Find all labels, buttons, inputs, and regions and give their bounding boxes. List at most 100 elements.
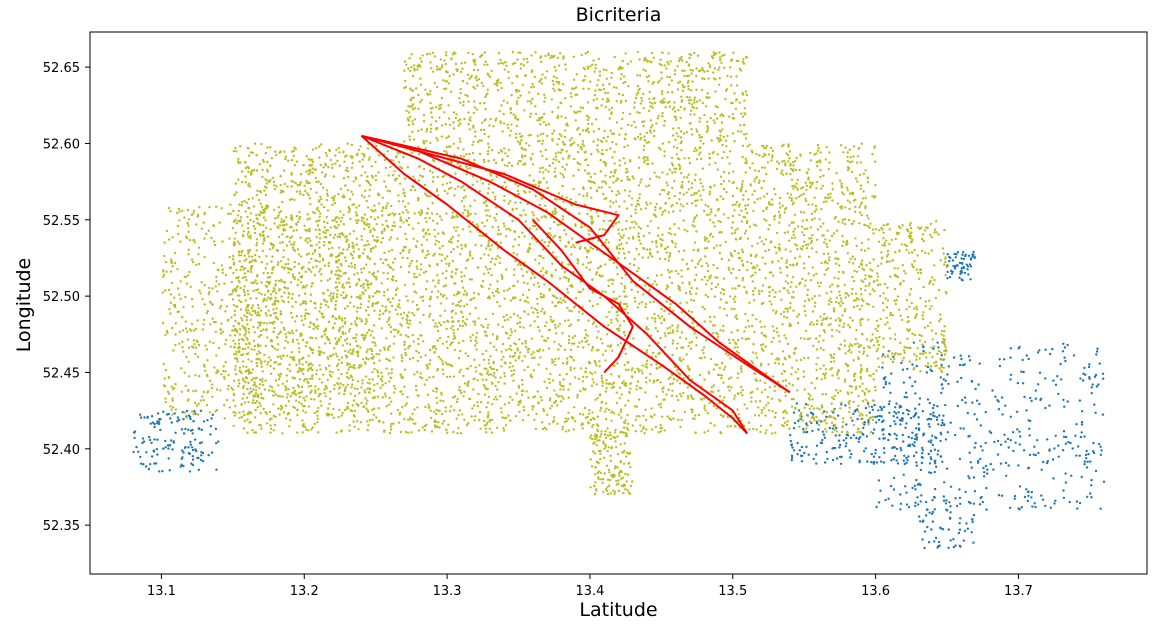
node-point — [587, 179, 590, 183]
node-point — [975, 418, 979, 421]
node-point — [385, 367, 388, 370]
node-point — [335, 220, 338, 224]
node-point — [574, 224, 577, 227]
node-point — [1071, 447, 1074, 450]
node-point — [827, 324, 830, 327]
node-point — [304, 286, 307, 289]
node-point — [583, 246, 587, 250]
node-point — [831, 283, 834, 286]
node-point — [663, 150, 666, 153]
node-point — [512, 273, 516, 276]
node-point — [637, 232, 640, 235]
node-point — [709, 357, 713, 361]
node-point — [655, 175, 658, 178]
node-point — [524, 148, 527, 152]
node-point — [268, 180, 271, 184]
node-point — [1077, 445, 1080, 448]
node-point — [509, 229, 512, 232]
node-point — [664, 346, 667, 349]
node-point — [905, 422, 908, 425]
node-point — [436, 325, 439, 328]
node-point — [342, 177, 346, 180]
node-point — [856, 155, 860, 158]
node-point — [911, 384, 914, 388]
node-point — [737, 372, 740, 375]
node-point — [509, 299, 512, 302]
node-point — [563, 143, 566, 146]
node-point — [478, 234, 482, 237]
node-point — [461, 413, 464, 416]
node-point — [941, 387, 944, 390]
node-point — [695, 214, 698, 217]
node-point — [454, 312, 458, 315]
node-point — [899, 446, 902, 450]
node-point — [713, 184, 716, 187]
node-point — [623, 287, 627, 290]
node-point — [870, 460, 873, 464]
node-point — [743, 286, 746, 289]
node-point — [364, 322, 367, 325]
node-point — [585, 194, 589, 198]
node-point — [538, 329, 541, 332]
node-point — [338, 317, 341, 320]
node-point — [690, 194, 693, 197]
node-point — [705, 262, 708, 265]
node-point — [409, 262, 412, 265]
node-point — [331, 219, 334, 222]
node-point — [335, 293, 339, 296]
node-point — [458, 324, 462, 327]
node-point — [778, 196, 782, 200]
node-point — [364, 397, 367, 400]
node-point — [566, 306, 569, 309]
node-point — [858, 414, 861, 417]
node-point — [827, 415, 831, 419]
node-point — [843, 218, 847, 221]
node-point — [786, 342, 790, 346]
node-point — [1090, 496, 1093, 499]
node-point — [1078, 501, 1082, 505]
node-point — [783, 356, 786, 360]
node-point — [413, 272, 416, 276]
node-point — [873, 290, 876, 293]
node-point — [1062, 496, 1066, 500]
node-point — [805, 218, 808, 222]
node-point — [408, 358, 412, 361]
node-point — [528, 243, 532, 246]
node-point — [616, 177, 619, 180]
node-point — [759, 379, 762, 382]
node-point — [545, 321, 548, 324]
node-point — [1017, 347, 1020, 350]
node-point — [933, 448, 937, 451]
node-point — [716, 267, 719, 270]
node-point — [811, 203, 814, 206]
node-point — [673, 194, 676, 198]
node-point — [798, 449, 801, 452]
node-point — [955, 253, 958, 256]
node-point — [1034, 453, 1037, 457]
node-point — [304, 239, 307, 242]
node-point — [797, 419, 800, 423]
node-point — [389, 376, 392, 379]
node-point — [968, 359, 972, 362]
node-point — [762, 334, 765, 337]
node-point — [815, 415, 818, 419]
node-point — [444, 277, 448, 280]
node-point — [786, 192, 789, 195]
node-point — [657, 403, 660, 406]
node-point — [635, 222, 638, 225]
node-point — [242, 427, 246, 430]
node-point — [940, 354, 943, 357]
node-point — [789, 433, 792, 437]
node-point — [407, 335, 410, 339]
node-point — [399, 430, 403, 434]
node-point — [829, 317, 832, 320]
node-point — [625, 384, 628, 387]
node-point — [800, 411, 803, 415]
node-point — [486, 326, 489, 329]
node-point — [712, 384, 716, 387]
node-point — [559, 297, 562, 300]
node-point — [306, 213, 309, 216]
node-point — [877, 409, 880, 412]
node-point — [521, 293, 525, 297]
node-point — [158, 470, 161, 473]
